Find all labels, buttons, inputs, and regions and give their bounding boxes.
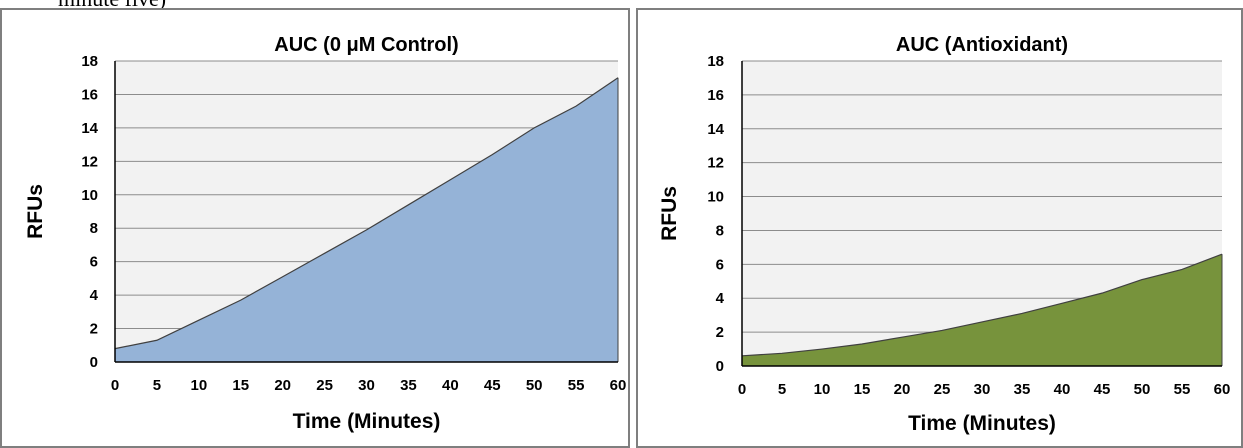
x-tick-label-50: 50 [526, 377, 543, 394]
y-tick-label-14: 14 [81, 120, 98, 137]
x-tick-label-35: 35 [400, 377, 417, 394]
area-fill-antioxidant [742, 254, 1222, 366]
x-tick-label-40: 40 [442, 377, 459, 394]
y-tick-label-0: 0 [90, 354, 98, 371]
y-axis-title-antioxidant: RFUs [658, 186, 681, 241]
y-tick-label-4: 4 [716, 290, 725, 307]
y-tick-label-18: 18 [81, 53, 98, 70]
x-tick-label-55: 55 [568, 377, 585, 394]
y-tick-label-10: 10 [81, 187, 98, 204]
y-tick-label-6: 6 [716, 256, 724, 273]
area-line-control [114, 77, 619, 350]
x-tick-label-15: 15 [232, 377, 249, 394]
x-tick-label-5: 5 [153, 377, 161, 394]
x-tick-label-50: 50 [1134, 381, 1151, 398]
x-tick-label-60: 60 [1214, 381, 1231, 398]
x-tick-label-15: 15 [854, 381, 871, 398]
y-tick-label-16: 16 [81, 86, 98, 103]
y-tick-label-12: 12 [81, 153, 98, 170]
y-tick-label-14: 14 [707, 121, 724, 138]
y-tick-label-2: 2 [90, 321, 98, 338]
x-tick-label-55: 55 [1174, 381, 1191, 398]
x-tick-label-20: 20 [274, 377, 291, 394]
x-tick-label-30: 30 [974, 381, 991, 398]
x-tick-label-10: 10 [814, 381, 831, 398]
x-tick-label-0: 0 [111, 377, 119, 394]
chart-panel-control: 0 2 4 6 8 10 12 14 16 18 0 5 10 15 20 25 30 35 40 45 50 55 60 A… [0, 8, 630, 448]
y-tick-label-2: 2 [716, 324, 724, 341]
y-tick-label-12: 12 [707, 155, 724, 172]
x-tick-label-45: 45 [1094, 381, 1111, 398]
x-tick-label-30: 30 [358, 377, 375, 394]
x-axis-title-antioxidant: Time (Minutes) [908, 412, 1056, 435]
y-tick-label-8: 8 [716, 222, 724, 239]
chart-control-svg: 0 2 4 6 8 10 12 14 16 18 0 5 10 15 20 25 30 35 40 45 50 55 60 A… [24, 34, 627, 433]
x-tick-label-60: 60 [610, 377, 627, 394]
x-tick-label-45: 45 [484, 377, 501, 394]
x-tick-label-25: 25 [316, 377, 333, 394]
y-tick-label-10: 10 [707, 189, 724, 206]
y-axis-title-control: RFUs [24, 184, 47, 239]
x-tick-label-10: 10 [190, 377, 207, 394]
y-tick-label-6: 6 [90, 254, 98, 271]
x-tick-label-25: 25 [934, 381, 951, 398]
x-axis-title-control: Time (Minutes) [293, 410, 441, 433]
area-fill-control [115, 77, 618, 362]
chart-title-antioxidant: AUC (Antioxidant) [896, 34, 1068, 56]
area-line-antioxidant [741, 253, 1223, 357]
y-tick-label-4: 4 [90, 287, 99, 304]
x-tick-label-0: 0 [738, 381, 746, 398]
chart-panel-antioxidant: 0 2 4 6 8 10 12 14 16 18 0 5 10 15 20 25 30 35 40 45 50 55 60 A… [636, 8, 1243, 448]
chart-title-control: AUC (0 μM Control) [274, 34, 458, 56]
y-tick-label-0: 0 [716, 358, 724, 375]
chart-antioxidant-svg: 0 2 4 6 8 10 12 14 16 18 0 5 10 15 20 25 30 35 40 45 50 55 60 A… [658, 34, 1231, 435]
x-tick-label-35: 35 [1014, 381, 1031, 398]
x-tick-label-5: 5 [778, 381, 786, 398]
x-tick-label-40: 40 [1054, 381, 1071, 398]
x-tick-label-20: 20 [894, 381, 911, 398]
y-tick-label-8: 8 [90, 220, 98, 237]
caption-fragment: minute five) [58, 0, 166, 12]
y-tick-label-16: 16 [707, 87, 724, 104]
y-tick-label-18: 18 [707, 53, 724, 70]
